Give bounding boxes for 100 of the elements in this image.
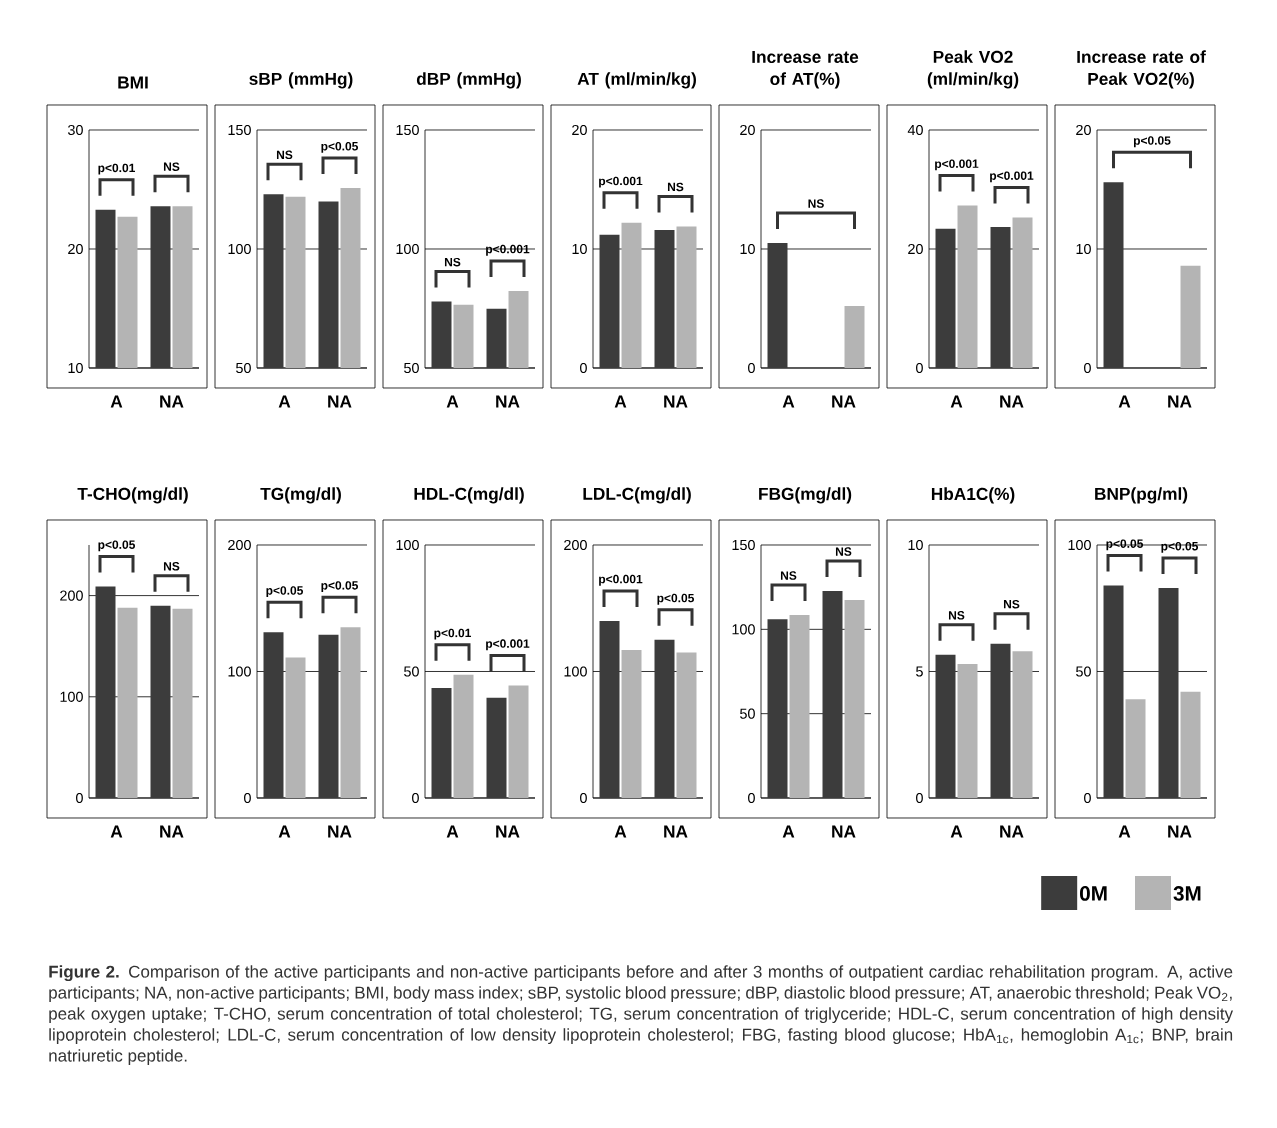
y-tick-label: 100 — [60, 691, 83, 702]
bar — [621, 649, 642, 798]
chart-title: LDL-C(mg/dl) — [583, 487, 691, 504]
chart-title: sBP (mmHg) — [249, 72, 353, 89]
x-tick-label: NA — [160, 395, 184, 408]
annotation: p<0.001 — [486, 639, 530, 651]
bar — [117, 607, 138, 798]
chart-title: Increase rate of AT(%) — [752, 50, 859, 89]
legend-label: 3M — [1173, 886, 1201, 901]
chart-title: HDL-C(mg/dl) — [414, 487, 524, 504]
y-tick-label: 100 — [228, 666, 251, 677]
annotation: p<0.05 — [1161, 541, 1199, 553]
x-tick-label: NA — [664, 825, 688, 838]
y-tick-label: 50 — [404, 362, 419, 374]
y-tick-label: 20 — [908, 243, 923, 255]
bar — [263, 632, 284, 798]
bar — [676, 652, 697, 798]
bar — [1012, 217, 1033, 368]
annotation: NS — [808, 199, 824, 208]
x-tick-label: NA — [1000, 825, 1024, 838]
annotation: NS — [1003, 599, 1020, 609]
bar — [172, 608, 193, 798]
y-tick-label: 200 — [564, 539, 587, 551]
y-tick-label: 50 — [236, 362, 251, 374]
bar — [935, 228, 956, 368]
x-tick-label: A — [446, 825, 459, 838]
chart-title: HbA1C(%) — [931, 487, 1015, 504]
bar — [486, 697, 507, 798]
bar — [935, 654, 956, 798]
bar — [789, 614, 810, 798]
x-tick-label: A — [1118, 825, 1131, 838]
bar — [599, 234, 620, 368]
bar — [957, 205, 978, 368]
x-tick-label: A — [782, 395, 795, 408]
x-tick-label: A — [950, 395, 963, 408]
y-tick-label: 10 — [68, 362, 83, 374]
y-tick-label: 0 — [412, 792, 419, 804]
y-tick-label: 10 — [908, 539, 923, 551]
bar — [621, 222, 642, 368]
y-tick-label: 200 — [60, 590, 83, 601]
bar — [1125, 699, 1146, 798]
x-tick-label: NA — [328, 395, 352, 408]
x-tick-label: NA — [1168, 395, 1192, 408]
bar — [318, 634, 339, 798]
bar — [599, 620, 620, 798]
legend-label: 0M — [1080, 886, 1107, 901]
annotation: NS — [163, 162, 180, 171]
annotation: NS — [667, 182, 684, 192]
y-tick-label: 10 — [572, 243, 587, 255]
x-tick-label: NA — [496, 395, 520, 408]
x-tick-label: A — [950, 825, 963, 838]
bar — [654, 229, 675, 368]
annotation: NS — [163, 562, 180, 571]
bar — [285, 657, 306, 798]
y-tick-label: 50 — [1076, 666, 1091, 677]
bar — [340, 627, 361, 798]
bar — [990, 643, 1011, 798]
y-tick-label: 150 — [732, 539, 755, 551]
bar — [844, 599, 865, 798]
bar — [1158, 588, 1179, 798]
chart-title: BNP(pg/ml) — [1095, 487, 1188, 504]
bar — [1103, 585, 1124, 798]
y-tick-label: 100 — [732, 624, 755, 635]
y-tick-label: 20 — [1076, 124, 1091, 136]
x-tick-label: NA — [664, 395, 688, 408]
chart-title: Peak VO2 (ml/min/kg) — [927, 50, 1019, 89]
annotation: NS — [948, 611, 965, 620]
y-tick-label: 0 — [1084, 362, 1091, 374]
x-tick-label: A — [1118, 395, 1131, 408]
y-tick-label: 0 — [1084, 792, 1091, 804]
chart-title: AT (ml/min/kg) — [577, 72, 696, 89]
x-tick-label: A — [782, 825, 795, 838]
chart-title: TG(mg/dl) — [260, 487, 341, 504]
annotation: p<0.001 — [935, 159, 979, 171]
bar — [431, 687, 452, 798]
annotation: p<0.05 — [321, 581, 359, 593]
y-tick-label: 50 — [740, 708, 755, 719]
bar — [676, 226, 697, 368]
y-tick-label: 0 — [748, 362, 755, 374]
chart-title: dBP (mmHg) — [416, 72, 521, 89]
chart-title: T-CHO(mg/dl) — [77, 487, 188, 504]
y-tick-label: 150 — [228, 124, 251, 136]
bar — [1180, 691, 1201, 798]
y-tick-label: 100 — [564, 666, 587, 677]
x-tick-label: NA — [1168, 825, 1192, 838]
y-tick-label: 0 — [916, 362, 923, 374]
bar — [957, 663, 978, 798]
y-tick-label: 100 — [228, 243, 251, 255]
bar — [822, 591, 843, 798]
bar — [654, 639, 675, 798]
bar — [508, 685, 529, 798]
annotation: NS — [444, 257, 461, 267]
y-tick-label: 0 — [748, 792, 755, 804]
x-tick-label: A — [614, 395, 627, 408]
annotation: p<0.01 — [98, 163, 136, 175]
annotation: p<0.01 — [434, 628, 472, 640]
y-tick-label: 0 — [916, 792, 923, 804]
bar — [1012, 651, 1033, 798]
y-tick-label: 150 — [396, 124, 419, 136]
x-tick-label: A — [278, 825, 291, 838]
